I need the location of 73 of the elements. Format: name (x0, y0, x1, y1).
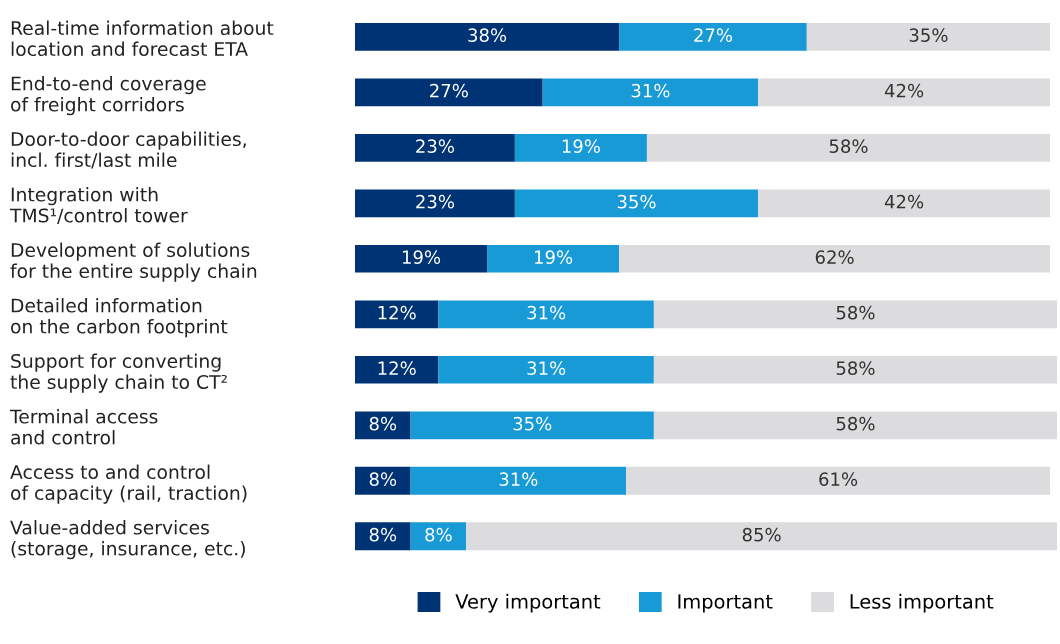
data-label: 8% (369, 416, 397, 431)
data-label: 8% (425, 527, 452, 542)
data-label: 23% (416, 194, 454, 209)
y-tick-label: Value-added services (storage, insurance, etc.) (10, 520, 245, 560)
data-label: 27% (430, 83, 468, 98)
data-label: 85% (742, 527, 781, 542)
data-label: 62% (815, 250, 854, 264)
data-label: 35% (909, 28, 948, 42)
bar (410, 411, 654, 440)
bar (806, 22, 1051, 51)
bar (653, 300, 1057, 329)
data-label: 31% (499, 472, 538, 486)
legend-label: Very important (455, 593, 601, 613)
data-label: 58% (829, 139, 868, 153)
y-tick-label: Integration with TMS¹/control tower (9, 187, 188, 225)
bar (514, 189, 759, 218)
bar (355, 466, 411, 495)
data-label: 12% (378, 361, 416, 375)
bar (410, 466, 627, 495)
y-tick-label: End-to-end coverage of freight corridors (11, 76, 206, 116)
bar (758, 78, 1051, 107)
bar (355, 411, 411, 440)
bar (355, 244, 488, 273)
bar (758, 189, 1051, 218)
bar (619, 22, 807, 51)
y-tick-label: Support for converting the supply chain to CT² (10, 353, 227, 393)
data-label: 19% (535, 250, 573, 264)
data-label: 58% (836, 416, 875, 431)
data-label: 27% (694, 28, 733, 42)
data-label: 19% (402, 250, 441, 264)
data-label: 58% (836, 361, 875, 375)
data-label: 38% (468, 28, 507, 42)
bar (653, 411, 1057, 440)
data-label: 8% (369, 472, 397, 486)
data-label: 35% (513, 416, 552, 431)
bar (438, 355, 654, 384)
data-label: 58% (836, 305, 875, 320)
data-label: 8% (369, 527, 397, 542)
data-label: 23% (416, 139, 454, 153)
y-tick-label: Real-time information about location and forecast ETA (11, 20, 274, 57)
data-label: 61% (819, 472, 858, 486)
data-label: 12% (378, 305, 416, 320)
y-tick-label: Access to and control of capacity (rail, traction) (10, 464, 247, 504)
y-tick-label: Development of solutions for the entire supply chain (10, 242, 257, 282)
data-label: 42% (884, 83, 924, 98)
bar (438, 300, 654, 329)
bar (487, 244, 620, 273)
y-tick-label: Door-to-door capabilities, incl. first/last mile (11, 131, 246, 169)
data-label: 42% (884, 194, 924, 209)
bar (355, 355, 439, 384)
bar (646, 133, 1051, 162)
bar (355, 133, 515, 162)
bar (466, 522, 1057, 551)
data-label: 19% (562, 139, 600, 153)
bar (355, 78, 543, 107)
data-label: 31% (527, 305, 566, 320)
bar (626, 466, 1051, 495)
y-tick-label: Terminal access and control (9, 409, 158, 445)
data-label: 31% (527, 361, 566, 375)
data-label: 35% (617, 194, 656, 209)
y-tick-label: Detailed information on the carbon footprint (11, 298, 228, 338)
bar (355, 189, 515, 218)
bar (653, 355, 1057, 384)
bar (542, 78, 759, 107)
bar (410, 522, 467, 551)
legend-label: Important (678, 594, 773, 613)
bar (619, 244, 1051, 273)
bar (355, 22, 620, 51)
legend-label: Less important (850, 593, 994, 613)
bar (355, 522, 411, 551)
data-label: 31% (631, 83, 670, 98)
bar (514, 133, 647, 162)
bar (355, 300, 439, 329)
